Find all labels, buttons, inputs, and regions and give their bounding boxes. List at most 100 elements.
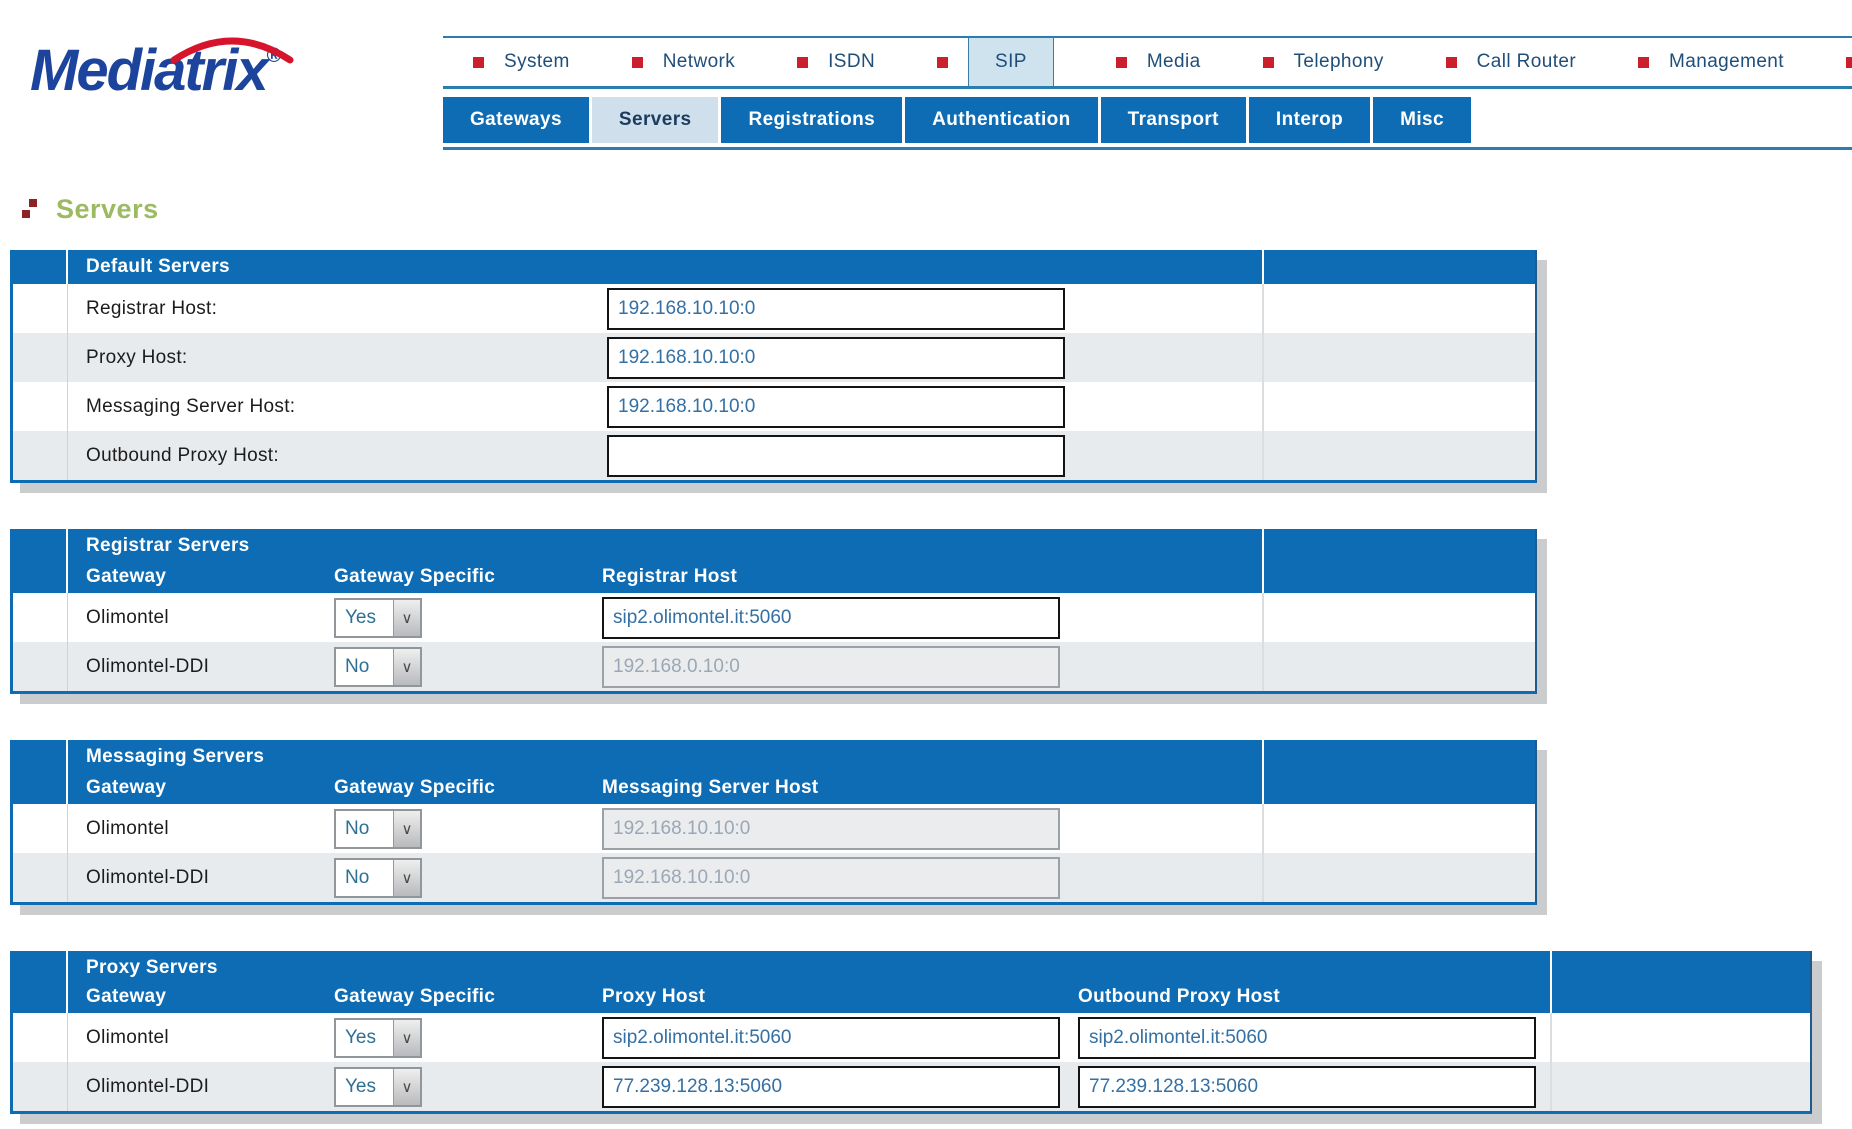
registrar-servers-header: Registrar Servers Gateway Gateway Specif… <box>13 529 1535 593</box>
table-row: Proxy Host: <box>13 333 1535 382</box>
field-label: Registrar Host: <box>86 297 218 319</box>
column-header-gateway-specific: Gateway Specific <box>334 566 496 587</box>
nav-top-rule <box>443 36 1852 38</box>
default-servers-table: Default Servers Registrar Host: Proxy Ho… <box>10 250 1537 483</box>
tab-transport[interactable]: Transport <box>1100 97 1246 143</box>
tab-interop[interactable]: Interop <box>1248 97 1371 143</box>
messaging-server-host-input[interactable] <box>607 385 1065 428</box>
table-row: Messaging Server Host: <box>13 382 1535 431</box>
nav-item-isdn[interactable]: ISDN <box>797 38 875 86</box>
gateway-name: Olimontel <box>86 817 169 839</box>
nav-bottom-rule <box>443 86 1852 89</box>
gateway-specific-select[interactable]: No ∨ <box>334 857 422 898</box>
chevron-down-icon: ∨ <box>393 599 420 636</box>
red-square-icon <box>1115 56 1127 68</box>
nav-item-management[interactable]: Management <box>1638 38 1784 86</box>
chevron-down-icon: ∨ <box>393 648 420 685</box>
default-servers-header: Default Servers <box>13 250 1535 284</box>
red-square-icon <box>937 56 949 68</box>
gateway-name: Olimontel-DDI <box>86 655 210 677</box>
main-navigation: System Network ISDN SIP Media Telephony <box>443 36 1852 150</box>
gateway-name: Olimontel-DDI <box>86 1075 210 1097</box>
table-title: Default Servers <box>86 256 230 277</box>
field-label: Messaging Server Host: <box>86 395 296 417</box>
red-square-icon <box>473 56 484 68</box>
table-row: Olimontel Yes ∨ <box>13 1013 1810 1062</box>
chevron-down-icon: ∨ <box>393 810 420 847</box>
table-row: Olimontel-DDI No ∨ <box>13 853 1535 902</box>
red-square-icon <box>1845 56 1852 68</box>
page-title-row: Servers <box>22 192 1852 226</box>
column-header-messaging-server-host: Messaging Server Host <box>602 777 819 798</box>
gateway-specific-select[interactable]: No ∨ <box>334 646 422 687</box>
registrar-host-input[interactable] <box>602 596 1060 639</box>
table-row: Olimontel-DDI No ∨ <box>13 642 1535 691</box>
gateway-specific-select[interactable]: Yes ∨ <box>334 1066 422 1107</box>
table-row: Olimontel No ∨ <box>13 804 1535 853</box>
nav-item-telephony[interactable]: Telephony <box>1262 38 1384 86</box>
nav-menu: System Network ISDN SIP Media Telephony <box>443 38 1852 86</box>
page-title: Servers <box>56 193 159 224</box>
gateway-specific-select[interactable]: Yes ∨ <box>334 1017 422 1058</box>
proxy-servers-header: Proxy Servers Gateway Gateway Specific P… <box>13 951 1810 1013</box>
tab-registrations[interactable]: Registrations <box>721 97 903 143</box>
column-header-proxy-host: Proxy Host <box>602 986 706 1007</box>
red-square-icon <box>797 56 809 68</box>
red-square-icon <box>1638 56 1650 68</box>
table-row: Olimontel-DDI Yes ∨ <box>13 1062 1810 1111</box>
column-header-gateway: Gateway <box>86 566 167 587</box>
chevron-down-icon: ∨ <box>393 1019 420 1056</box>
tabs-bottom-rule <box>443 147 1852 150</box>
messaging-server-host-input-disabled <box>602 807 1060 850</box>
table-title: Proxy Servers <box>86 957 218 978</box>
logo-arc-icon <box>170 37 294 64</box>
nav-item-sip-selected: SIP <box>968 38 1054 86</box>
tab-gateways[interactable]: Gateways <box>443 97 589 143</box>
nav-item-network[interactable]: Network <box>631 38 735 86</box>
outbound-proxy-host-input[interactable] <box>1078 1016 1536 1059</box>
page-header: Mediatrix® System Network ISDN SIP <box>0 0 1852 160</box>
nav-item-call-router[interactable]: Call Router <box>1445 38 1576 86</box>
table-row: Outbound Proxy Host: <box>13 431 1535 480</box>
nav-item-sip[interactable]: SIP <box>937 38 1054 86</box>
gateway-name: Olimontel <box>86 1026 169 1048</box>
red-square-icon <box>1262 56 1274 68</box>
sip-sub-tabs: Gateways Servers Registrations Authentic… <box>443 97 1852 143</box>
proxy-host-input[interactable] <box>602 1016 1060 1059</box>
messaging-servers-table: Messaging Servers Gateway Gateway Specif… <box>10 740 1537 905</box>
outbound-proxy-host-input[interactable] <box>607 434 1065 477</box>
table-row: Registrar Host: <box>13 284 1535 333</box>
proxy-servers-table: Proxy Servers Gateway Gateway Specific P… <box>10 951 1812 1114</box>
tab-authentication[interactable]: Authentication <box>905 97 1098 143</box>
tab-servers[interactable]: Servers <box>591 97 719 143</box>
messaging-server-host-input-disabled <box>602 856 1060 899</box>
gateway-specific-select[interactable]: Yes ∨ <box>334 597 422 638</box>
registrar-servers-table: Registrar Servers Gateway Gateway Specif… <box>10 529 1537 694</box>
column-header-gateway-specific: Gateway Specific <box>334 986 496 1007</box>
logo-text: Mediatrix® <box>30 38 282 103</box>
column-header-gateway-specific: Gateway Specific <box>334 777 496 798</box>
gateway-specific-select[interactable]: No ∨ <box>334 808 422 849</box>
outbound-proxy-host-input[interactable] <box>1078 1065 1536 1108</box>
messaging-servers-header: Messaging Servers Gateway Gateway Specif… <box>13 740 1535 804</box>
column-header-outbound-proxy-host: Outbound Proxy Host <box>1078 986 1281 1007</box>
column-header-gateway: Gateway <box>86 986 167 1007</box>
gateway-name: Olimontel <box>86 606 169 628</box>
table-title: Messaging Servers <box>86 746 265 767</box>
registrar-host-input[interactable] <box>607 287 1065 330</box>
proxy-host-input[interactable] <box>602 1065 1060 1108</box>
tab-misc[interactable]: Misc <box>1373 97 1471 143</box>
field-label: Proxy Host: <box>86 346 188 368</box>
registrar-host-input-disabled <box>602 645 1060 688</box>
mediatrix-logo: Mediatrix® <box>30 37 360 100</box>
red-square-icon <box>631 56 643 68</box>
column-header-registrar-host: Registrar Host <box>602 566 738 587</box>
table-title: Registrar Servers <box>86 535 250 556</box>
field-label: Outbound Proxy Host: <box>86 444 279 466</box>
chevron-down-icon: ∨ <box>393 1068 420 1105</box>
nav-item-media[interactable]: Media <box>1115 38 1201 86</box>
red-square-icon <box>1445 56 1457 68</box>
gateway-name: Olimontel-DDI <box>86 866 210 888</box>
nav-item-system[interactable]: System <box>473 38 570 86</box>
proxy-host-input[interactable] <box>607 336 1065 379</box>
